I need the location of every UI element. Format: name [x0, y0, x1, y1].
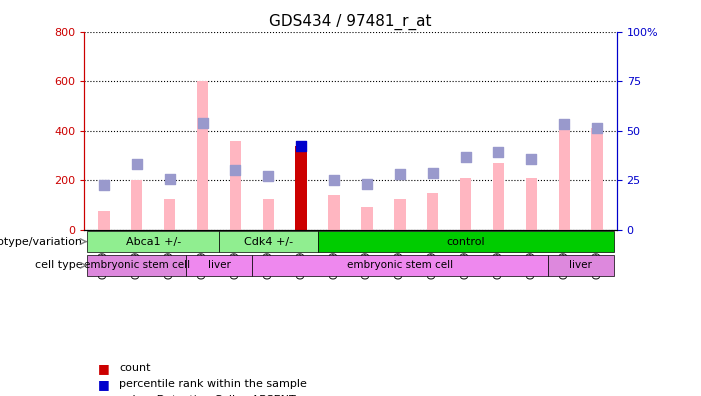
Point	[98, 182, 109, 188]
FancyBboxPatch shape	[219, 231, 318, 252]
FancyBboxPatch shape	[252, 255, 547, 276]
Point	[394, 171, 405, 177]
Text: ■: ■	[98, 394, 110, 396]
Bar	[197, 81, 208, 230]
Bar	[98, 211, 109, 230]
Text: Cdk4 +/-: Cdk4 +/-	[244, 236, 293, 247]
Text: value, Detection Call = ABSENT: value, Detection Call = ABSENT	[119, 395, 296, 396]
Text: control: control	[447, 236, 485, 247]
Bar	[460, 178, 471, 230]
Bar	[394, 199, 406, 230]
Point	[230, 167, 241, 173]
Point	[164, 176, 175, 182]
Point	[526, 156, 537, 162]
Bar	[230, 141, 241, 230]
Text: embryonic stem cell: embryonic stem cell	[83, 260, 190, 270]
FancyBboxPatch shape	[88, 255, 186, 276]
Bar	[164, 199, 175, 230]
Text: genotype/variation: genotype/variation	[0, 236, 83, 247]
Text: ■: ■	[98, 378, 110, 390]
Point	[493, 148, 504, 155]
Bar	[361, 208, 373, 230]
Bar	[131, 180, 142, 230]
Point	[427, 169, 438, 176]
Point	[197, 120, 208, 126]
FancyBboxPatch shape	[186, 255, 252, 276]
Text: percentile rank within the sample: percentile rank within the sample	[119, 379, 307, 389]
Text: liver: liver	[569, 260, 592, 270]
Bar	[295, 146, 307, 230]
Bar	[493, 163, 504, 230]
Text: ■: ■	[98, 362, 110, 375]
Bar	[526, 178, 537, 230]
Bar	[328, 195, 340, 230]
Text: embryonic stem cell: embryonic stem cell	[347, 260, 453, 270]
Bar	[559, 121, 570, 230]
Text: Abca1 +/-: Abca1 +/-	[125, 236, 181, 247]
Text: cell type: cell type	[35, 260, 83, 270]
Title: GDS434 / 97481_r_at: GDS434 / 97481_r_at	[269, 14, 432, 30]
Point	[460, 154, 471, 160]
Text: count: count	[119, 363, 151, 373]
Point	[263, 173, 274, 180]
Point	[592, 125, 603, 131]
Point	[329, 177, 340, 183]
Point	[131, 161, 142, 167]
Bar	[263, 199, 274, 230]
Bar	[592, 128, 603, 230]
Point	[361, 181, 372, 187]
Text: liver: liver	[207, 260, 231, 270]
Bar	[427, 192, 438, 230]
FancyBboxPatch shape	[88, 231, 219, 252]
Point	[296, 143, 307, 149]
FancyBboxPatch shape	[547, 255, 613, 276]
Point	[559, 121, 570, 128]
FancyBboxPatch shape	[318, 231, 613, 252]
